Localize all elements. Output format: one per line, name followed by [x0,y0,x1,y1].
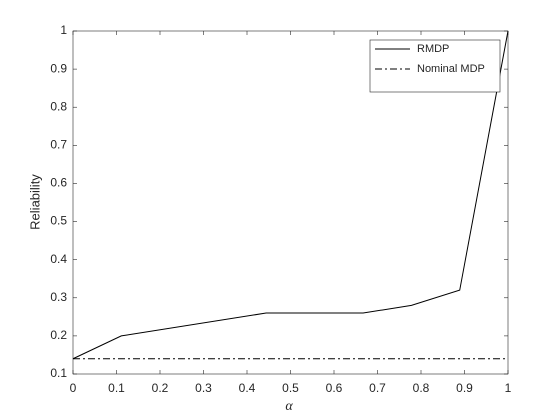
x-tick-label: 0.9 [456,381,473,395]
x-tick-label: 0.6 [326,381,343,395]
legend-label: Nominal MDP [417,63,485,75]
y-tick-label: 0.7 [50,138,67,152]
x-tick-label: 0.2 [152,381,169,395]
x-tick-label: 0.7 [369,381,386,395]
y-tick-label: 0.4 [50,252,67,266]
series-line [72,30,509,360]
y-tick-label: 0.3 [50,290,67,304]
x-tick-label: 0.5 [282,381,299,395]
legend-label: RMDP [417,43,449,55]
y-axis-label: Reliability [27,174,42,230]
x-tick-label: 0.4 [239,381,256,395]
x-tick-label: 0.3 [195,381,212,395]
x-axis-label: α [285,399,293,414]
y-tick-label: 0.8 [50,99,67,113]
y-tick-label: 0.1 [50,366,67,380]
x-tick-label: 0.8 [413,381,430,395]
x-tick-label: 0.1 [108,381,125,395]
y-tick-label: 0.6 [50,176,67,190]
y-tick-label: 0.9 [50,61,67,75]
y-tick-label: 1 [60,23,67,37]
x-tick-label: 0 [70,381,77,395]
y-tick-label: 0.5 [50,214,67,228]
x-tick-label: 1 [505,381,512,395]
y-tick-label: 0.2 [50,328,67,342]
